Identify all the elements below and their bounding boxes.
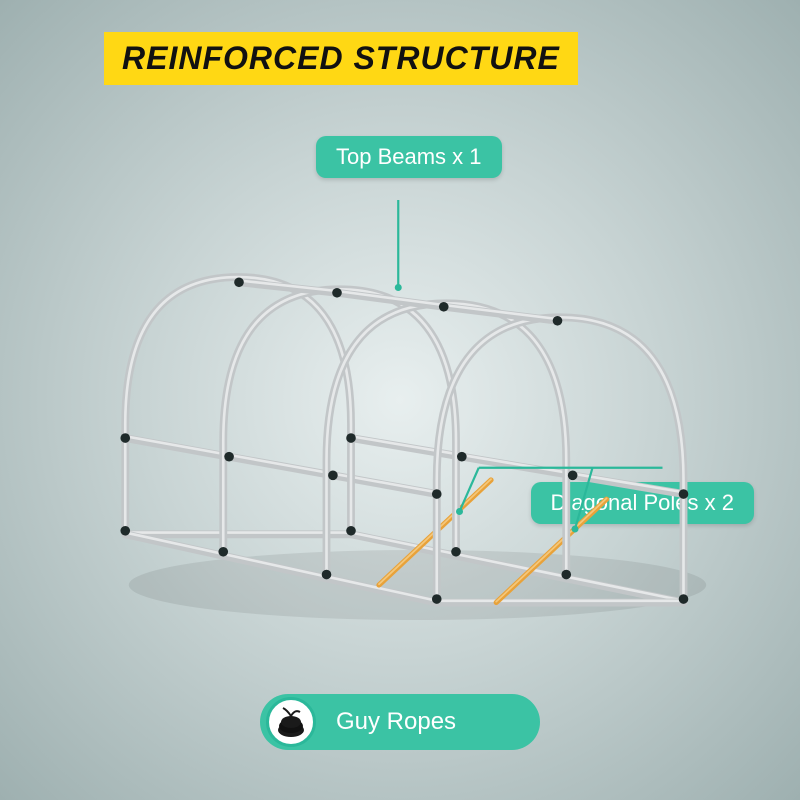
- structure-diagram: [60, 200, 740, 620]
- callout-top-beams: Top Beams x 1: [316, 136, 502, 178]
- guy-ropes-bar: Guy Ropes: [260, 694, 540, 750]
- title-banner: REINFORCED STRUCTURE: [104, 32, 578, 85]
- rope-icon-circle: [266, 697, 316, 747]
- rope-icon: [273, 704, 309, 740]
- guy-ropes-label: Guy Ropes: [336, 708, 456, 736]
